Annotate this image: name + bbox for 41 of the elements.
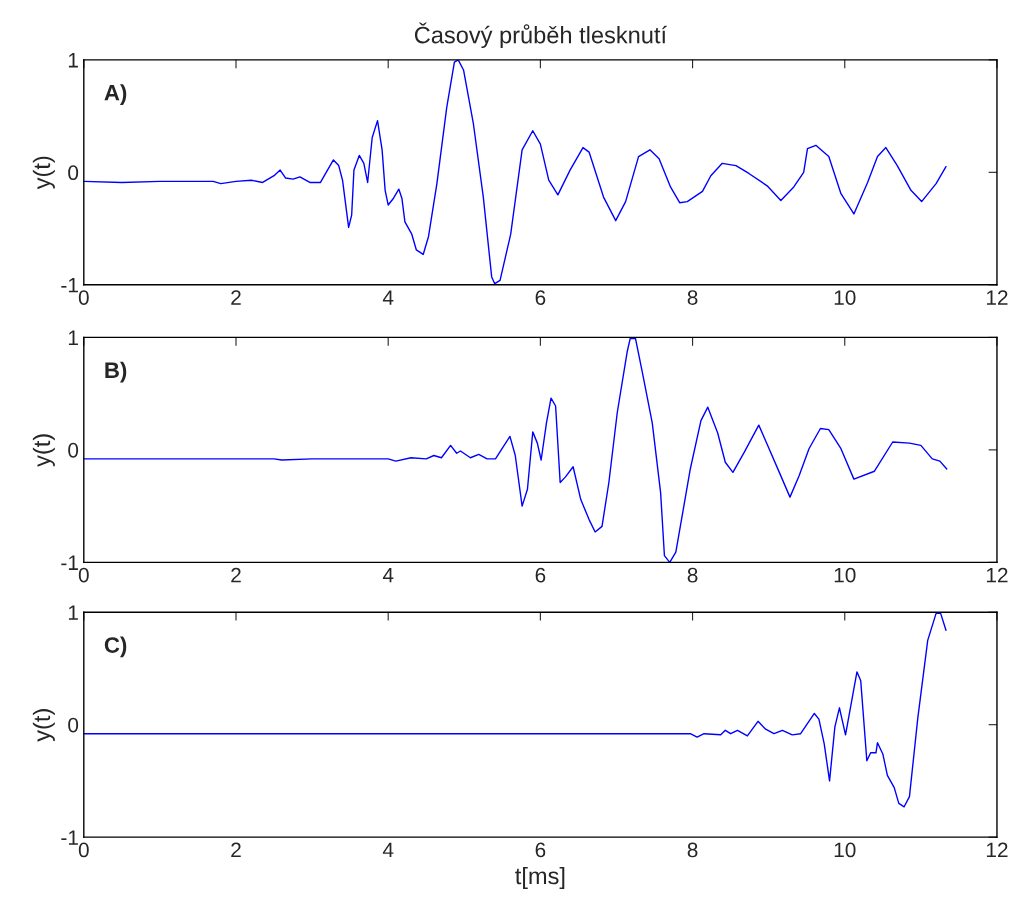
y-tick-label: 1 — [68, 53, 78, 68]
x-tick-label: 8 — [687, 567, 698, 583]
y-axis-title: y(t) — [32, 434, 55, 467]
x-tick-label: 6 — [535, 842, 546, 858]
line-series — [83, 337, 948, 563]
x-tick-label: 6 — [535, 567, 546, 583]
y-tick-label: -1 — [61, 555, 78, 570]
y-tick-label: 1 — [68, 605, 78, 620]
y-tick-label: 0 — [68, 442, 79, 458]
x-tick-label: 2 — [231, 842, 241, 858]
x-tick-label: 0 — [78, 842, 89, 858]
annotation: C) — [104, 636, 127, 658]
x-tick-label: 12 — [986, 842, 1008, 858]
line-series — [83, 59, 947, 285]
x-tick-label: 8 — [687, 842, 698, 858]
x-tick-label: 6 — [535, 290, 546, 305]
y-tick-label: 0 — [68, 165, 79, 181]
x-tick-label: 0 — [78, 290, 89, 305]
x-tick-label: 2 — [231, 290, 241, 305]
y-tick-label: 0 — [68, 717, 79, 733]
x-tick-label: 4 — [382, 290, 394, 305]
x-tick-label: 12 — [986, 567, 1008, 583]
annotation: A) — [104, 84, 127, 105]
chart-title: Časový průběh tlesknutí — [414, 22, 667, 49]
x-tick-label: 4 — [382, 842, 394, 858]
x-tick-label: 10 — [834, 290, 856, 305]
x-tick-label: 4 — [382, 567, 394, 583]
y-tick-label: -1 — [61, 830, 78, 845]
line-series — [83, 612, 947, 808]
x-tick-label: 2 — [231, 567, 241, 583]
x-tick-label: 12 — [986, 290, 1008, 305]
y-axis-title: y(t) — [32, 709, 55, 742]
annotation: B) — [105, 361, 127, 383]
x-axis-title: t[ms] — [515, 867, 565, 890]
x-tick-label: 10 — [834, 842, 856, 858]
x-tick-label: 8 — [687, 290, 698, 305]
x-tick-label: 0 — [78, 567, 89, 583]
y-tick-label: 1 — [68, 330, 78, 345]
x-tick-label: 10 — [834, 567, 856, 583]
y-tick-label: -1 — [61, 278, 78, 293]
y-axis-title: y(t) — [32, 156, 55, 190]
